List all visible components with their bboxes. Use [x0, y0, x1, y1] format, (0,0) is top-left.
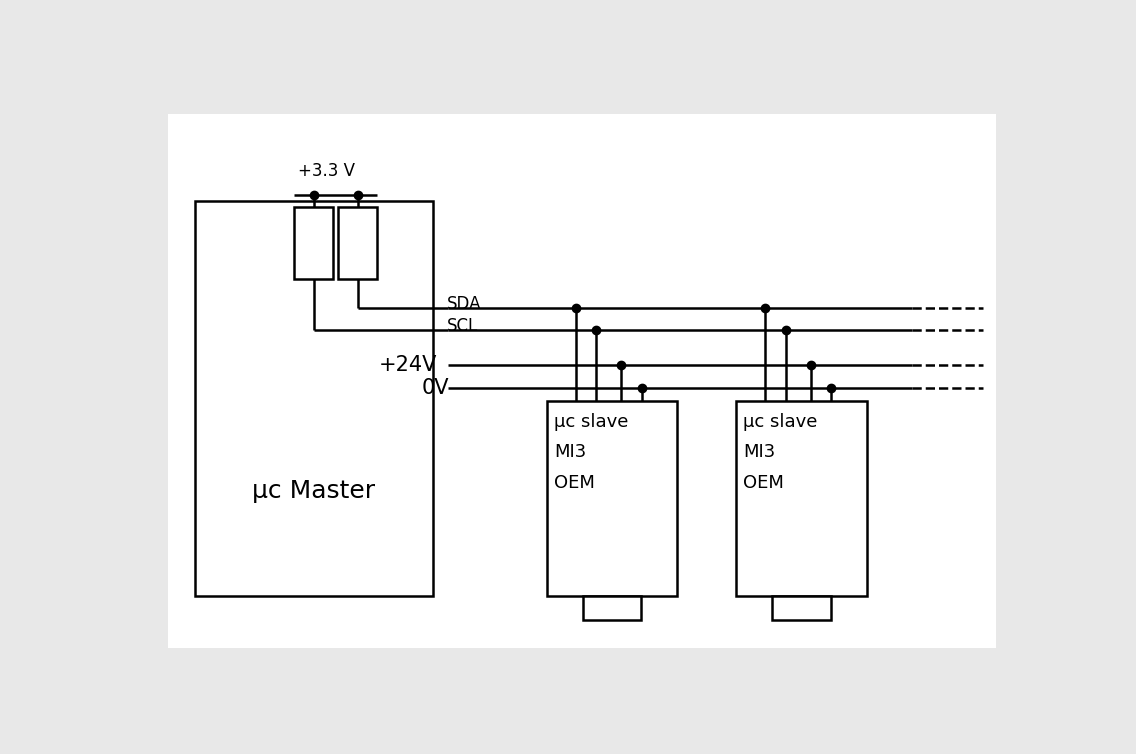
Bar — [339, 207, 377, 279]
Text: SDA: SDA — [446, 295, 482, 313]
Bar — [294, 207, 333, 279]
Text: μc Master: μc Master — [252, 479, 375, 503]
Text: 0V: 0V — [421, 378, 449, 398]
Text: SCL: SCL — [446, 317, 478, 335]
Bar — [772, 596, 830, 620]
Text: +24V: +24V — [378, 354, 437, 375]
Bar — [546, 401, 677, 596]
Text: μc slave
MI3
OEM: μc slave MI3 OEM — [554, 412, 628, 492]
Text: μc slave
MI3
OEM: μc slave MI3 OEM — [743, 412, 818, 492]
Bar — [195, 201, 433, 596]
Bar — [583, 596, 642, 620]
Bar — [736, 401, 867, 596]
Text: +3.3 V: +3.3 V — [299, 162, 356, 180]
